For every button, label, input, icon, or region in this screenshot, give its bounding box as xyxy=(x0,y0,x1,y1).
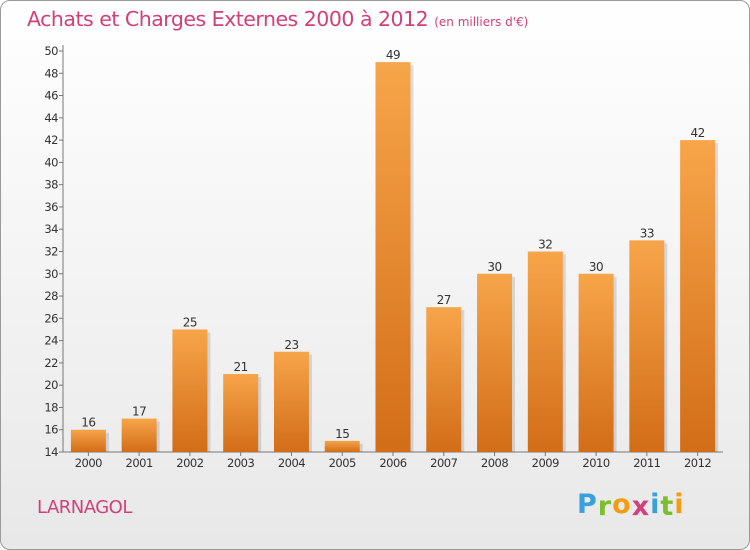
bar-2000 xyxy=(70,429,106,452)
y-tick-label: 32 xyxy=(44,245,58,259)
y-tick-label: 20 xyxy=(44,378,58,392)
proxiti-logo: Proxiti xyxy=(577,489,685,522)
data-label-2000: 16 xyxy=(81,416,95,430)
y-tick-label: 22 xyxy=(44,356,58,370)
bars xyxy=(70,62,719,453)
data-label-2003: 21 xyxy=(234,360,248,374)
data-label-2012: 42 xyxy=(690,126,704,140)
commune-name: LARNAGOL xyxy=(37,497,132,518)
x-tick-label: 2008 xyxy=(481,456,508,470)
x-tick-label: 2007 xyxy=(430,456,457,470)
bar-2008 xyxy=(477,273,513,452)
y-tick-label: 36 xyxy=(44,200,58,214)
y-tick-label: 40 xyxy=(44,155,58,169)
chart-title: Achats et Charges Externes 2000 à 2012 (e… xyxy=(27,7,528,31)
bar-2009 xyxy=(527,251,563,452)
bar-2012 xyxy=(680,140,716,452)
logo-letter: t xyxy=(660,491,675,522)
logo-letter: r xyxy=(597,491,613,522)
y-tick-label: 50 xyxy=(44,44,58,58)
logo-letter: i xyxy=(674,489,685,520)
x-tick-label: 2005 xyxy=(329,456,356,470)
y-tick-label: 34 xyxy=(44,222,58,236)
bar-2002 xyxy=(172,329,208,452)
bar-2010 xyxy=(578,273,614,452)
x-tick-label: 2009 xyxy=(532,456,559,470)
x-tick-label: 2011 xyxy=(633,456,660,470)
logo-letter: x xyxy=(631,491,651,522)
data-label-2009: 32 xyxy=(538,238,552,252)
bar-2007 xyxy=(426,307,462,452)
x-tick-label: 2001 xyxy=(126,456,153,470)
bar-2004 xyxy=(273,351,309,452)
y-tick-label: 18 xyxy=(44,400,58,414)
x-tick-label: 2010 xyxy=(582,456,609,470)
bar-2006 xyxy=(375,62,411,453)
data-label-2004: 23 xyxy=(284,338,298,352)
data-label-2002: 25 xyxy=(183,315,197,329)
y-tick-label: 46 xyxy=(44,89,58,103)
data-label-2006: 49 xyxy=(386,48,400,62)
x-tick-label: 2003 xyxy=(227,456,254,470)
data-label-2010: 30 xyxy=(589,260,603,274)
y-tick-label: 38 xyxy=(44,178,58,192)
y-tick-label: 44 xyxy=(44,111,58,125)
logo-letter: o xyxy=(612,489,632,520)
bar-2001 xyxy=(121,418,157,452)
logo-letter: P xyxy=(577,489,598,520)
data-labels: 16 17 25 21 23 15 49 27 30 32 30 33 42 xyxy=(81,48,705,441)
bar-2011 xyxy=(629,240,665,452)
x-tick-label: 2012 xyxy=(684,456,711,470)
data-label-2001: 17 xyxy=(132,405,146,419)
data-label-2008: 30 xyxy=(487,260,501,274)
logo-letter: i xyxy=(650,489,661,520)
y-tick-label: 28 xyxy=(44,289,58,303)
chart-title-text: Achats et Charges Externes 2000 à 2012 xyxy=(27,7,429,31)
bar-2005 xyxy=(324,440,360,452)
data-label-2007: 27 xyxy=(437,293,451,307)
x-tick-label: 2002 xyxy=(176,456,203,470)
y-tick-label: 16 xyxy=(44,423,58,437)
y-tick-label: 26 xyxy=(44,311,58,325)
x-tick-label: 2006 xyxy=(379,456,406,470)
data-label-2005: 15 xyxy=(335,427,349,441)
chart-subtitle: (en milliers d'€) xyxy=(434,15,529,29)
x-tick-label: 2004 xyxy=(278,456,305,470)
y-tick-label: 14 xyxy=(44,445,58,459)
y-tick-label: 24 xyxy=(44,334,58,348)
data-label-2011: 33 xyxy=(640,226,654,240)
x-tick-label: 2000 xyxy=(75,456,102,470)
y-tick-label: 42 xyxy=(44,133,58,147)
axes: 14 16 18 20 22 24 26 28 30 32 34 36 38 40 42 44 46 48 50 20… xyxy=(44,44,723,470)
y-tick-label: 48 xyxy=(44,66,58,80)
y-tick-label: 30 xyxy=(44,267,58,281)
bar-2003 xyxy=(223,374,259,452)
